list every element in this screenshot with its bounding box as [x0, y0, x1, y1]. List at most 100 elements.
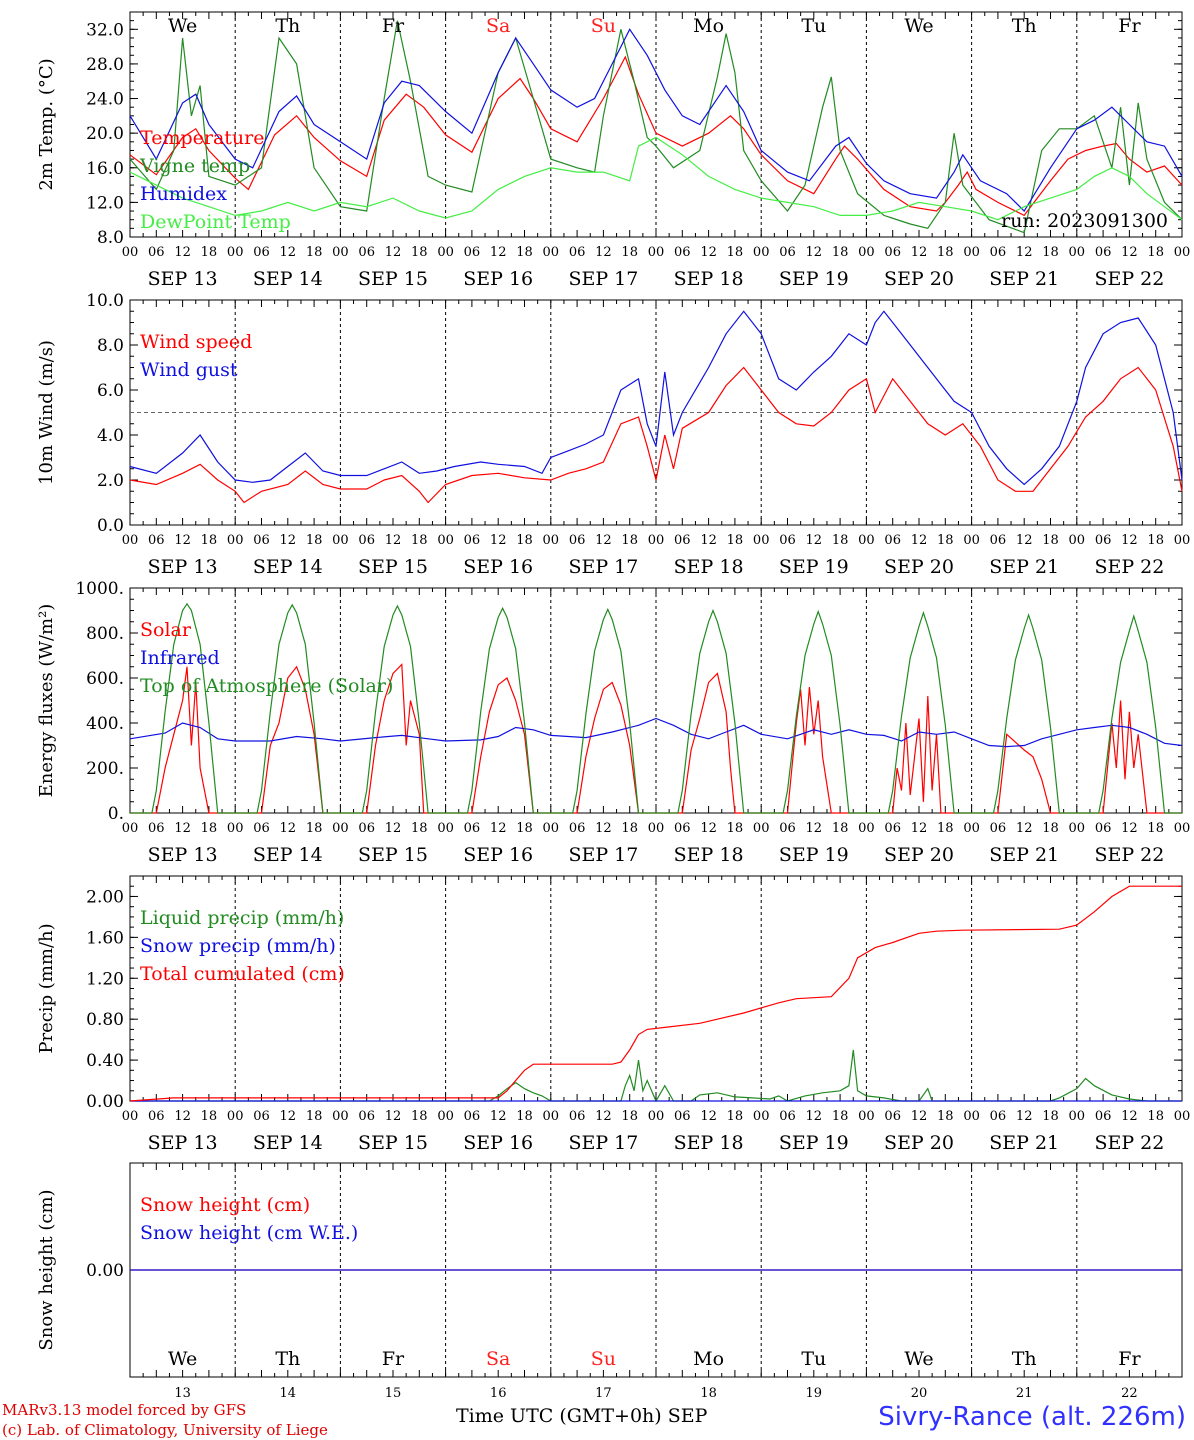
- hour-tick-label: 18: [1042, 245, 1059, 260]
- hour-tick-label: 12: [595, 821, 612, 836]
- y-tick-label: 1.20: [86, 969, 124, 989]
- day-name-label: Mo: [693, 15, 724, 37]
- hour-tick-label: 06: [569, 1109, 586, 1124]
- day-name-label: Th: [275, 15, 300, 37]
- hour-tick-label: 00: [227, 533, 244, 548]
- day-number-label: 21: [1016, 1386, 1033, 1400]
- y-axis-label: Precip (mm/h): [36, 923, 57, 1053]
- day-name-label: We: [168, 1348, 197, 1370]
- hour-tick-label: 12: [1121, 821, 1138, 836]
- hour-tick-label: 12: [700, 245, 717, 260]
- date-label: SEP 19: [779, 1132, 849, 1154]
- hour-tick-label: 06: [884, 245, 901, 260]
- hour-tick-label: 00: [963, 1109, 980, 1124]
- y-tick-label: 800.: [86, 624, 124, 644]
- hour-tick-label: 00: [1174, 821, 1191, 836]
- hour-tick-label: 18: [621, 533, 638, 548]
- date-label: SEP 18: [674, 1132, 744, 1154]
- hour-tick-label: 18: [306, 533, 323, 548]
- hour-tick-label: 00: [648, 533, 665, 548]
- date-label: SEP 13: [148, 1132, 218, 1154]
- hour-tick-label: 18: [516, 821, 533, 836]
- hour-tick-label: 06: [1095, 1109, 1112, 1124]
- series-line: [129, 366, 1183, 504]
- day-name-label: Fr: [382, 15, 405, 37]
- hour-tick-label: 18: [621, 821, 638, 836]
- date-label: SEP 18: [674, 556, 744, 578]
- day-name-label: Tu: [801, 1348, 826, 1370]
- hour-tick-label: 00: [543, 533, 560, 548]
- hour-tick-label: 18: [1147, 533, 1164, 548]
- legend-entry: Wind speed: [140, 331, 252, 353]
- y-tick-label: 24.0: [86, 90, 124, 110]
- legend-entry: Snow precip (mm/h): [140, 935, 336, 957]
- copyright-label: (c) Lab. of Climatology, University of L…: [2, 1421, 328, 1439]
- hour-tick-label: 12: [595, 1109, 612, 1124]
- day-name-label: Fr: [1118, 1348, 1141, 1370]
- hour-tick-label: 12: [280, 533, 297, 548]
- hour-tick-label: 00: [1069, 245, 1086, 260]
- hour-tick-label: 12: [700, 1109, 717, 1124]
- hour-tick-label: 06: [990, 533, 1007, 548]
- hour-tick-label: 18: [516, 245, 533, 260]
- hour-tick-label: 18: [201, 821, 218, 836]
- hour-tick-label: 12: [911, 1109, 928, 1124]
- hour-tick-label: 18: [937, 1109, 954, 1124]
- date-label: SEP 16: [463, 844, 533, 866]
- station-label: Sivry-Rance (alt. 226m): [878, 1402, 1186, 1432]
- legend-entry: Humidex: [140, 183, 227, 205]
- day-name-label: Th: [1012, 1348, 1037, 1370]
- y-tick-label: 0.00: [86, 1092, 124, 1112]
- y-tick-label: 200.: [86, 759, 124, 779]
- hour-tick-label: 06: [779, 821, 796, 836]
- hour-tick-label: 18: [411, 245, 428, 260]
- hour-tick-label: 06: [990, 245, 1007, 260]
- hour-tick-label: 00: [122, 533, 139, 548]
- hour-tick-label: 12: [806, 821, 823, 836]
- day-number-label: 13: [174, 1386, 191, 1400]
- hour-tick-label: 00: [963, 245, 980, 260]
- hour-tick-label: 06: [253, 245, 270, 260]
- hour-tick-label: 06: [884, 1109, 901, 1124]
- date-label: SEP 13: [148, 268, 218, 290]
- hour-tick-label: 18: [727, 533, 744, 548]
- legend-entry: Solar: [140, 619, 192, 641]
- hour-tick-label: 18: [306, 245, 323, 260]
- hour-tick-label: 18: [411, 533, 428, 548]
- hour-tick-label: 06: [464, 1109, 481, 1124]
- panel-frame: [129, 587, 1183, 814]
- hour-tick-label: 00: [437, 1109, 454, 1124]
- day-number-label: 20: [911, 1386, 928, 1400]
- hour-tick-label: 18: [411, 1109, 428, 1124]
- date-label: SEP 15: [358, 844, 428, 866]
- y-tick-label: 0.80: [86, 1010, 124, 1030]
- hour-tick-label: 00: [543, 245, 560, 260]
- y-tick-label: 20.0: [86, 124, 124, 144]
- hour-tick-label: 00: [437, 533, 454, 548]
- date-label: SEP 16: [463, 556, 533, 578]
- hour-tick-label: 12: [911, 245, 928, 260]
- hour-tick-label: 12: [490, 1109, 507, 1124]
- hour-tick-label: 12: [1121, 245, 1138, 260]
- hour-tick-label: 00: [437, 821, 454, 836]
- hour-tick-label: 12: [1016, 821, 1033, 836]
- hour-tick-label: 00: [227, 1109, 244, 1124]
- y-tick-label: 0.0: [97, 516, 124, 536]
- y-tick-label: 2.0: [97, 471, 124, 491]
- hour-tick-label: 18: [832, 245, 849, 260]
- hour-tick-label: 18: [937, 821, 954, 836]
- hour-tick-label: 00: [1174, 245, 1191, 260]
- day-name-label: Th: [1012, 15, 1037, 37]
- date-label: SEP 21: [989, 556, 1059, 578]
- hour-tick-label: 12: [1016, 245, 1033, 260]
- y-tick-label: 6.0: [97, 381, 124, 401]
- hour-tick-label: 00: [332, 1109, 349, 1124]
- hour-tick-label: 18: [201, 245, 218, 260]
- hour-tick-label: 12: [1016, 533, 1033, 548]
- hour-tick-label: 00: [122, 1109, 139, 1124]
- date-label: SEP 20: [884, 268, 954, 290]
- y-tick-label: 28.0: [86, 55, 124, 75]
- date-label: SEP 18: [674, 844, 744, 866]
- hour-tick-label: 18: [832, 533, 849, 548]
- hour-tick-label: 12: [174, 1109, 191, 1124]
